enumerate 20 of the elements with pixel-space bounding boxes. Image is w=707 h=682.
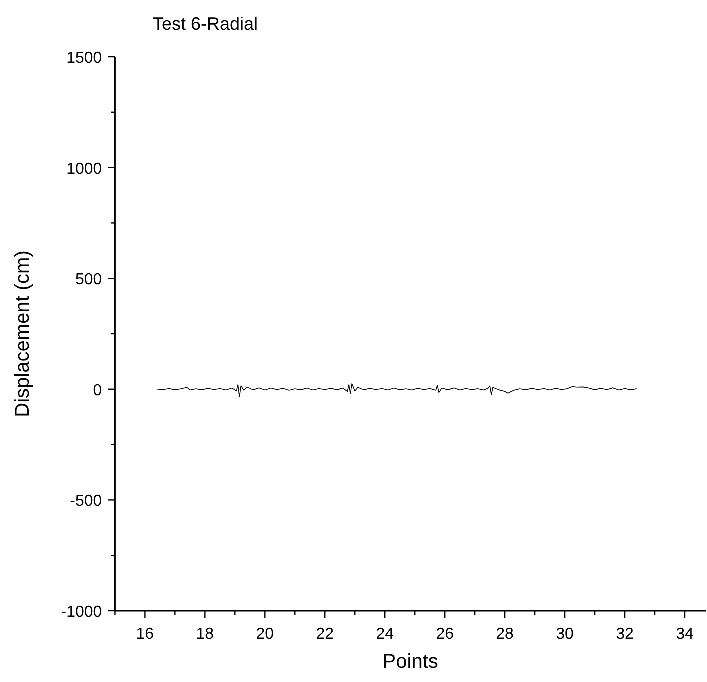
x-tick-label: 34 — [676, 626, 694, 643]
x-tick-label: 20 — [256, 626, 274, 643]
x-tick-label: 18 — [196, 626, 214, 643]
y-tick-label: -500 — [70, 493, 102, 510]
x-tick-label: 32 — [616, 626, 634, 643]
y-tick-label: 1500 — [66, 50, 102, 67]
x-tick-label: 26 — [436, 626, 454, 643]
chart-title: Test 6-Radial — [153, 14, 258, 34]
x-tick-label: 16 — [136, 626, 154, 643]
y-tick-label: -1000 — [61, 604, 102, 621]
x-tick-label: 30 — [556, 626, 574, 643]
line-series — [156, 383, 638, 398]
x-tick-label: 24 — [376, 626, 394, 643]
y-tick-label: 0 — [93, 382, 102, 400]
x-tick-label: 28 — [496, 626, 514, 643]
x-axis-title: Points — [382, 651, 438, 673]
y-tick-label: 500 — [75, 272, 102, 289]
y-axis-title: Displacement (cm) — [12, 250, 34, 418]
x-tick-label: 22 — [316, 626, 334, 643]
y-tick-label: 1000 — [66, 160, 102, 178]
